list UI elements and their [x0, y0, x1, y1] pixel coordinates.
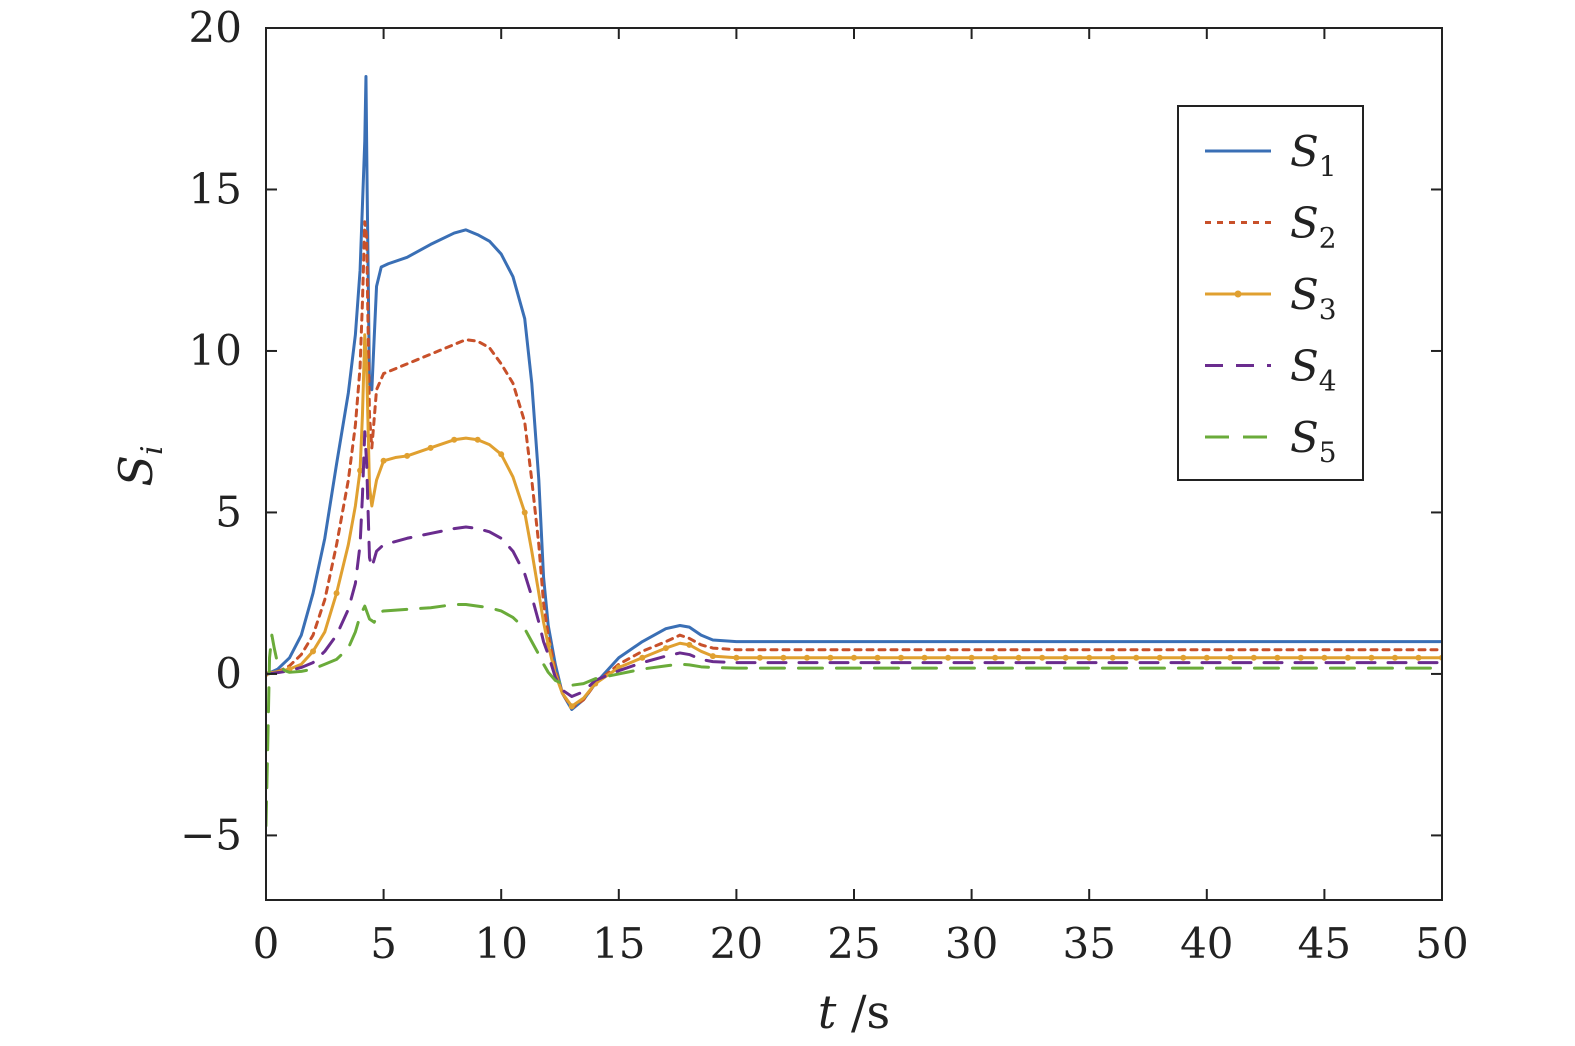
x-tick-label: 5 — [370, 919, 397, 968]
y-tick-label: 20 — [189, 3, 242, 52]
series-point-3 — [1391, 654, 1398, 661]
series-point-3 — [310, 648, 317, 655]
series-point-3 — [968, 654, 975, 661]
x-axis-label: t /s — [818, 985, 890, 1039]
series-group — [266, 74, 1442, 828]
series-point-3 — [427, 444, 434, 451]
series-point-3 — [1133, 654, 1140, 661]
x-tick-label: 40 — [1180, 919, 1233, 968]
y-axis-label: Si — [109, 445, 170, 486]
series-line-2 — [266, 220, 1442, 710]
legend-item-3: S3 — [1205, 270, 1337, 326]
legend-item-5: S5 — [1205, 413, 1337, 469]
legend-item-4: S4 — [1205, 342, 1337, 398]
series-point-3 — [451, 436, 458, 443]
series-point-3 — [474, 436, 481, 443]
legend-label-4: S4 — [1290, 342, 1337, 398]
x-tick-label: 10 — [474, 919, 527, 968]
series-point-3 — [733, 654, 740, 661]
series-point-3 — [803, 654, 810, 661]
legend-label-5: S5 — [1290, 413, 1337, 469]
series-point-3 — [921, 654, 928, 661]
y-tick-label: −5 — [180, 810, 242, 859]
svg-text:t /s: t /s — [818, 985, 890, 1039]
series-point-3 — [568, 703, 575, 710]
x-ticks: 0 5 10 15 20 25 30 35 40 45 50 — [253, 28, 1469, 968]
legend-marker-3 — [1234, 290, 1242, 298]
series-point-3 — [827, 654, 834, 661]
series-point-3 — [686, 641, 693, 648]
legend-label-1: S1 — [1290, 127, 1337, 183]
series-point-3 — [709, 653, 716, 660]
series-point-3 — [1086, 654, 1093, 661]
series-point-3 — [1344, 654, 1351, 661]
series-point-3 — [498, 451, 505, 458]
series-point-3 — [756, 654, 763, 661]
x-tick-label: 30 — [945, 919, 998, 968]
legend-label-2: S2 — [1290, 199, 1337, 255]
x-tick-label: 45 — [1298, 919, 1351, 968]
svg-text:Si: Si — [109, 445, 170, 486]
series-point-3 — [1156, 654, 1163, 661]
legend: S1 S2 S3 S4 S5 — [1177, 105, 1364, 481]
y-ticks: −5 0 5 10 15 20 — [180, 3, 1442, 859]
x-tick-label: 50 — [1415, 919, 1468, 968]
x-axis-label-unit: /s — [836, 985, 890, 1039]
series-point-3 — [333, 590, 340, 597]
series-point-3 — [1297, 654, 1304, 661]
series-point-3 — [1109, 654, 1116, 661]
series-point-3 — [945, 654, 952, 661]
x-tick-label: 35 — [1062, 919, 1115, 968]
series-point-3 — [1415, 654, 1422, 661]
series-point-3 — [874, 654, 881, 661]
series-point-3 — [780, 654, 787, 661]
series-point-3 — [898, 654, 905, 661]
series-point-3 — [1039, 654, 1046, 661]
series-point-3 — [992, 654, 999, 661]
series-point-3 — [639, 654, 646, 661]
series-point-3 — [1062, 654, 1069, 661]
legend-label-3: S3 — [1290, 270, 1337, 326]
series-point-3 — [357, 467, 364, 474]
x-tick-label: 15 — [592, 919, 645, 968]
y-tick-label: 15 — [189, 164, 242, 213]
series-point-3 — [1274, 654, 1281, 661]
x-tick-label: 25 — [827, 919, 880, 968]
legend-item-2: S2 — [1205, 199, 1337, 255]
series-point-3 — [1368, 654, 1375, 661]
y-tick-label: 5 — [215, 487, 242, 536]
series-point-3 — [1250, 654, 1257, 661]
series-point-3 — [404, 452, 411, 459]
series-point-3 — [851, 654, 857, 661]
series-line-1 — [266, 74, 1442, 711]
series-point-3 — [380, 457, 387, 464]
series-point-3 — [1015, 654, 1022, 661]
series-line-5 — [266, 602, 1442, 828]
series-point-3 — [1321, 654, 1328, 661]
series-point-3 — [1180, 654, 1187, 661]
y-axis-label-sub: i — [135, 445, 170, 455]
x-axis-label-var: t — [818, 985, 837, 1039]
y-tick-label: 10 — [189, 326, 242, 375]
series-point-3 — [1227, 654, 1234, 661]
y-tick-label: 0 — [215, 649, 242, 698]
legend-item-1: S1 — [1205, 127, 1337, 183]
y-axis-label-main: S — [109, 455, 163, 487]
series-point-3 — [1203, 654, 1210, 661]
x-tick-label: 0 — [253, 919, 280, 968]
x-tick-label: 20 — [710, 919, 763, 968]
series-point-3 — [662, 645, 669, 652]
series-point-3 — [521, 509, 528, 516]
